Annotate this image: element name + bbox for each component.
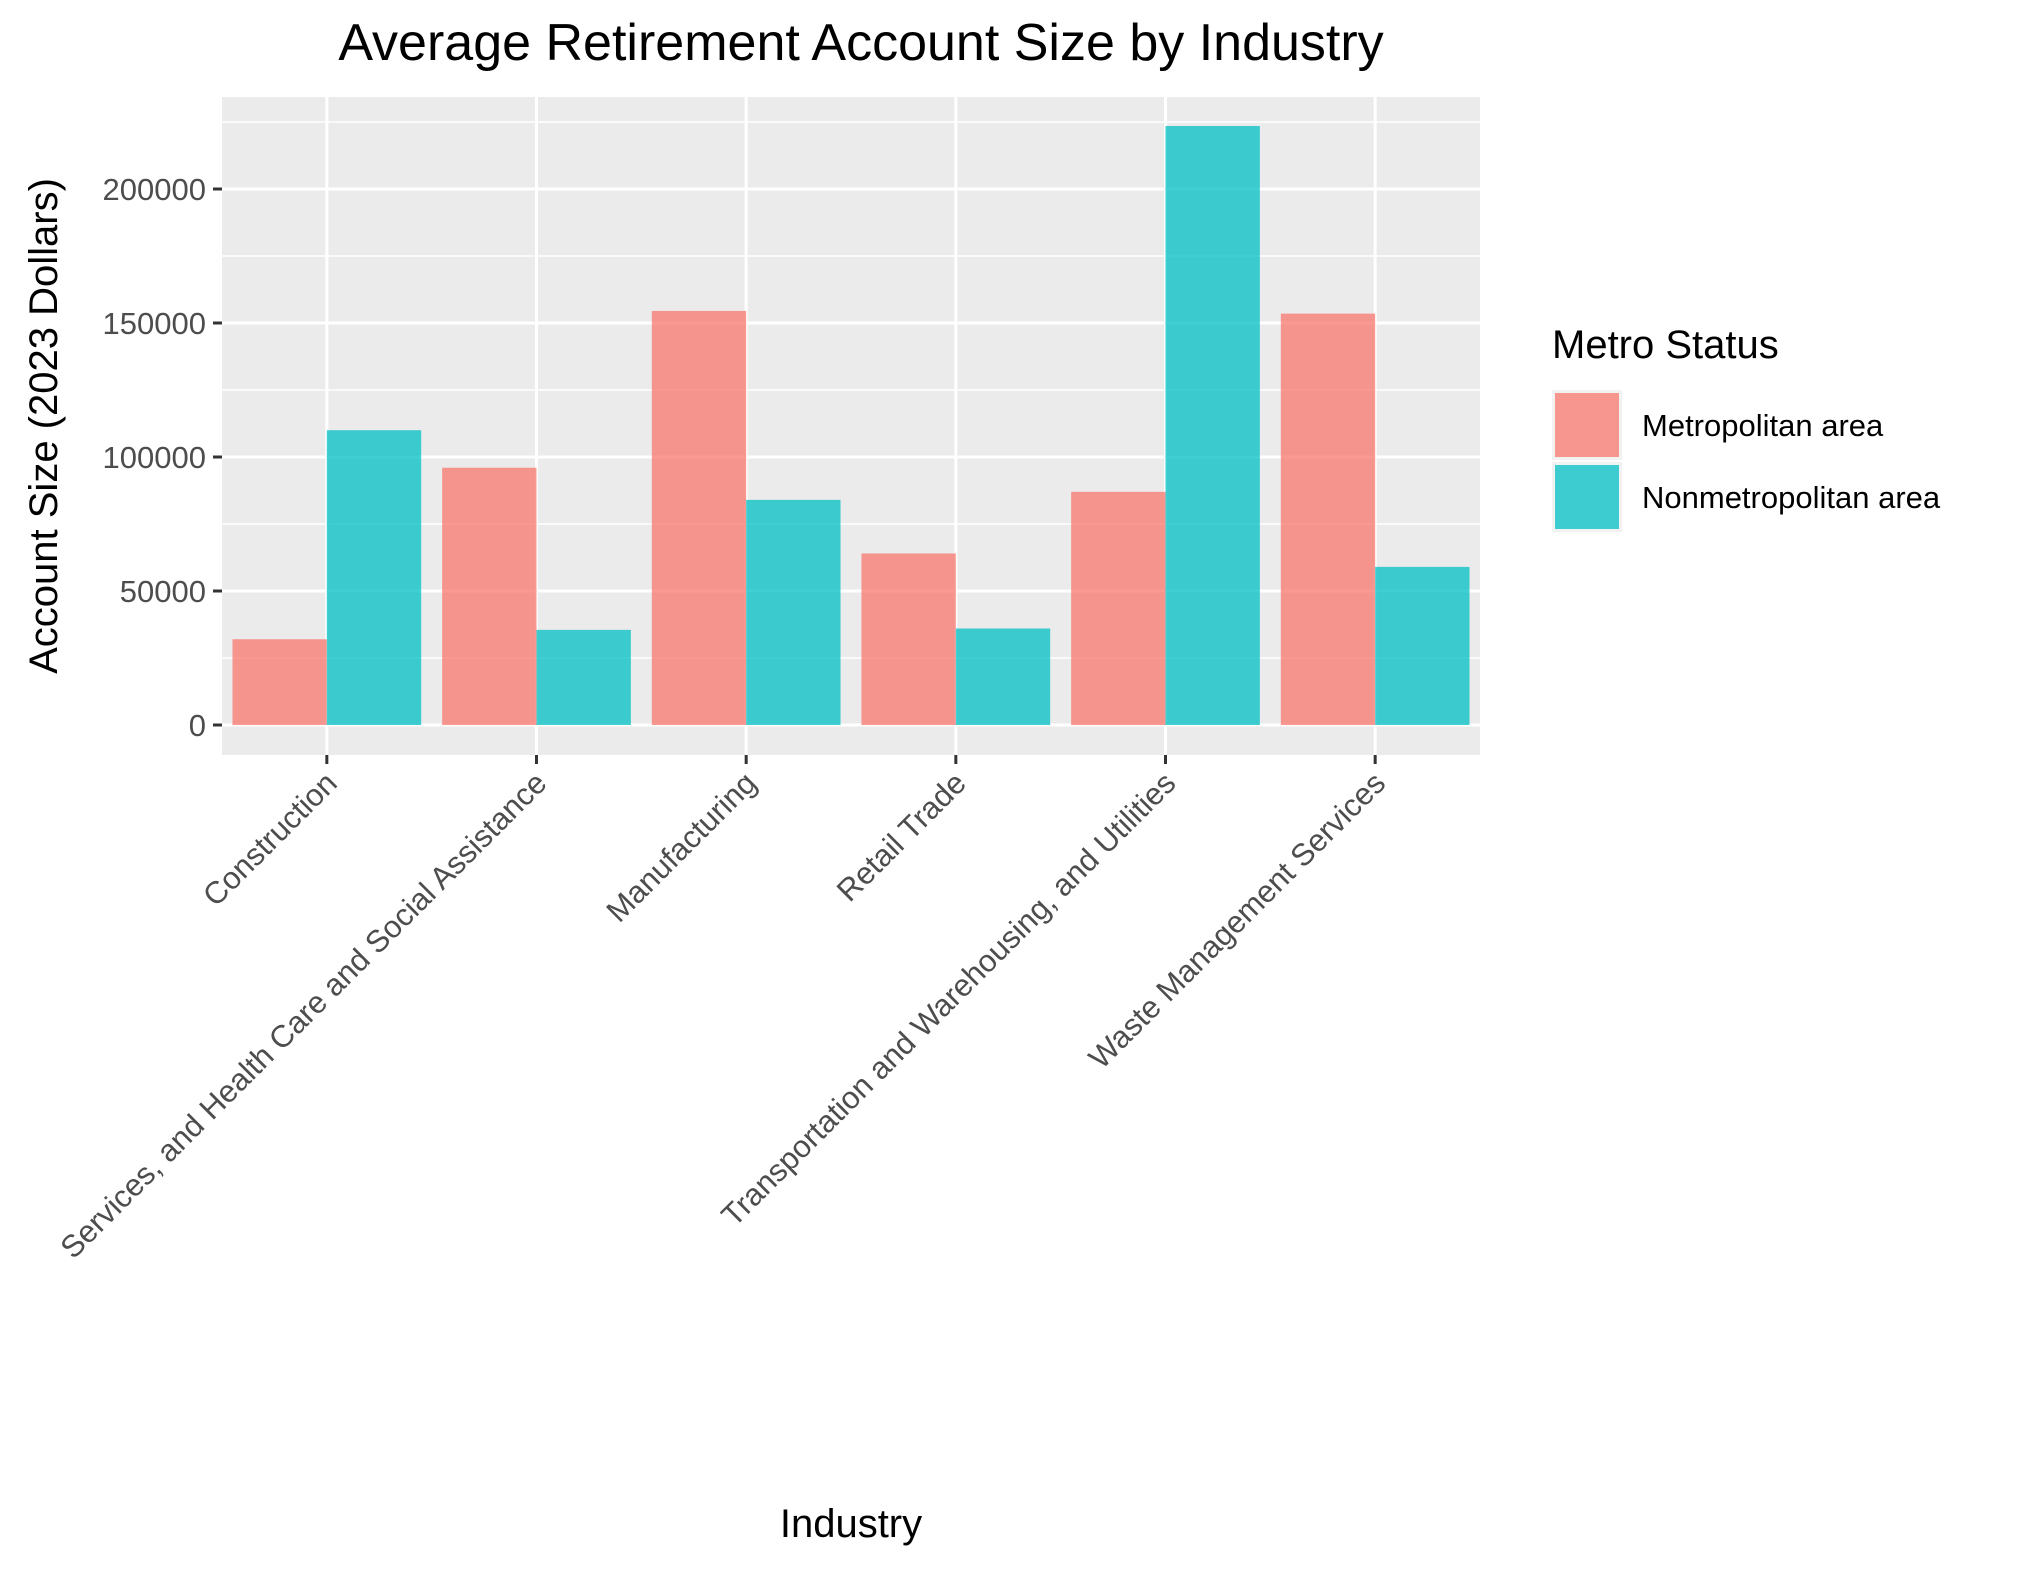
bar-nonmetropolitan [1165,126,1260,725]
x-axis-title: Industry [780,1502,922,1546]
bar-metropolitan [1280,313,1376,725]
bar-nonmetropolitan [326,430,422,725]
y-tick-label: 50000 [120,574,206,609]
x-tick-label: Retail Trade [830,765,973,908]
bar-metropolitan [861,553,956,725]
bars [232,126,1470,725]
y-tick-label: 100000 [103,440,206,475]
x-tick-label: Construction [196,765,344,913]
y-axis-title: Account Size (2023 Dollars) [22,178,66,674]
bar-metropolitan [442,467,537,725]
plot-panel [222,97,1480,755]
y-tick-label: 0 [189,708,206,743]
bar-metropolitan [1071,491,1166,725]
bar-metropolitan [651,310,747,725]
bar-nonmetropolitan [1375,566,1470,725]
legend-title: Metro Status [1552,323,1779,367]
bar-nonmetropolitan [536,629,631,725]
y-tick-label: 200000 [103,172,206,207]
y-tick-label: 150000 [103,306,206,341]
x-tick-label: Transportation and Warehousing, and Util… [715,765,1183,1233]
chart-title: Average Retirement Account Size by Indus… [338,14,1383,72]
legend-swatch [1555,393,1619,457]
legend-label: Nonmetropolitan area [1642,480,1941,515]
x-tick-label: Services, and Health Care and Social Ass… [54,765,554,1265]
legend-label: Metropolitan area [1642,408,1884,443]
x-tick-label: Manufacturing [599,765,763,929]
legend-swatch [1555,465,1619,529]
legend: Metro Status Metropolitan area Nonmetropo… [1552,323,1941,532]
bar-metropolitan [232,639,327,725]
bar-nonmetropolitan [746,499,841,725]
panel-background [222,97,1480,755]
bar-nonmetropolitan [955,628,1051,725]
